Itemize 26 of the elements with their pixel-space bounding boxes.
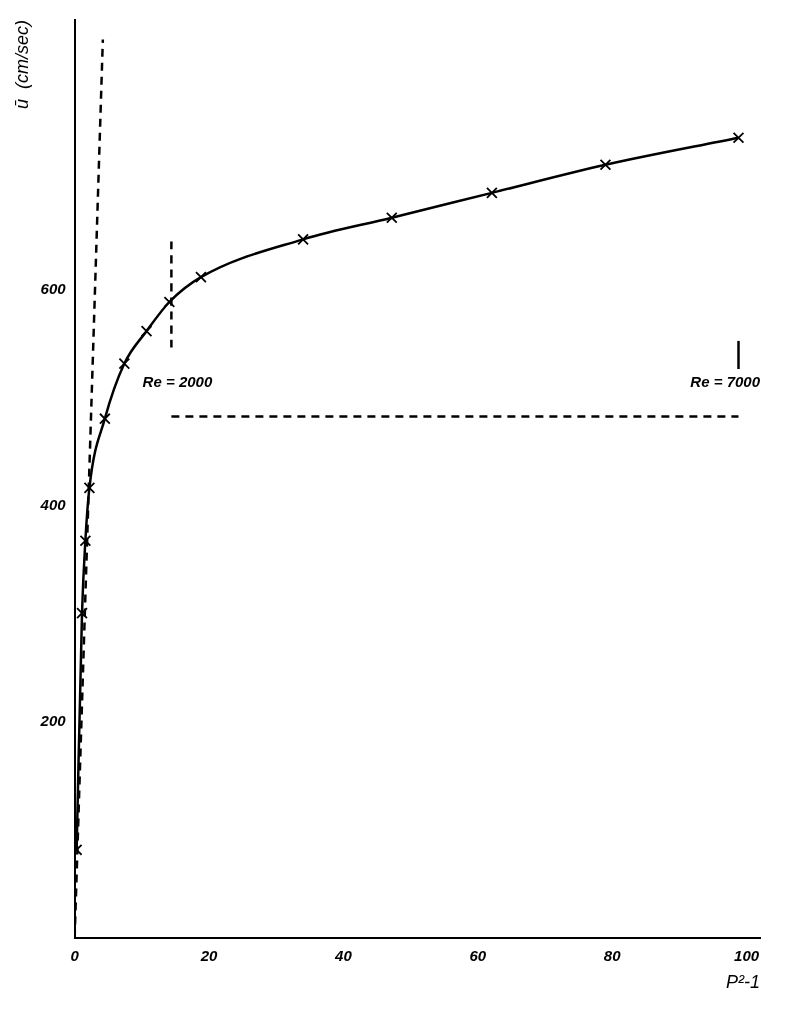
point bbox=[140, 325, 153, 338]
point bbox=[118, 357, 131, 370]
y-tick-label: 400 bbox=[39, 496, 67, 514]
x-tick-label: 100 bbox=[734, 946, 760, 964]
point bbox=[385, 211, 398, 224]
x-tick-label: 0 bbox=[70, 946, 80, 964]
point bbox=[79, 534, 92, 547]
point bbox=[99, 412, 111, 425]
y-axis-title: ū (cm/sec) bbox=[11, 20, 32, 110]
y-tick-label: 600 bbox=[40, 280, 67, 298]
point bbox=[76, 607, 88, 620]
point bbox=[195, 271, 207, 283]
x-tick-label: 80 bbox=[603, 946, 622, 964]
point bbox=[732, 131, 745, 144]
x-tick-label: 40 bbox=[334, 946, 353, 964]
point bbox=[83, 481, 96, 494]
point bbox=[486, 187, 498, 199]
x-tick-label: 60 bbox=[469, 946, 487, 964]
x-tick-label: 20 bbox=[199, 946, 219, 964]
point bbox=[297, 233, 309, 246]
x-axis-title: P²-1 bbox=[725, 972, 760, 993]
annotation: Re = 7000 bbox=[690, 372, 761, 390]
point bbox=[163, 296, 176, 308]
y-tick-label: 200 bbox=[39, 712, 67, 730]
annotation: Re = 2000 bbox=[142, 372, 213, 390]
point bbox=[599, 158, 612, 171]
